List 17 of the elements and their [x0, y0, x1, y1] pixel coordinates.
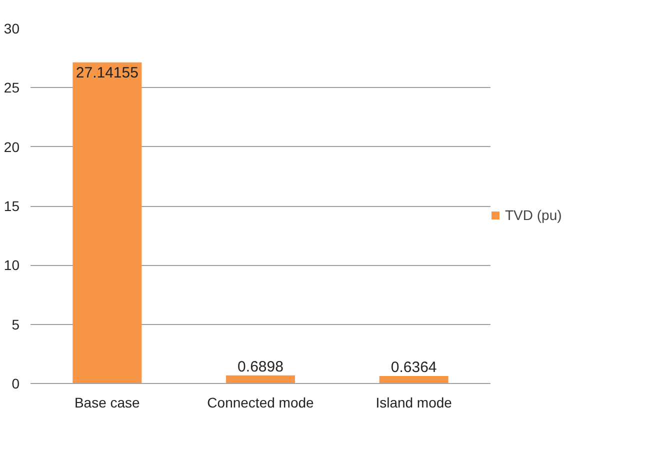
legend-label: TVD (pu) [505, 207, 562, 223]
data-label: 0.6898 [238, 358, 284, 376]
x-tick-label: Connected mode [207, 394, 314, 410]
bar [379, 376, 448, 384]
y-tick-label: 20 [4, 138, 20, 155]
y-tick-label: 15 [4, 198, 20, 214]
y-tick-label: 5 [12, 316, 20, 332]
y-tick-label: 10 [4, 257, 20, 274]
data-label: 27.14155 [76, 64, 138, 82]
x-tick-label: Base case [74, 394, 140, 410]
y-tick-label: 30 [4, 20, 20, 36]
x-tick-label: Island mode [376, 394, 452, 410]
bar [226, 375, 295, 384]
bar [72, 62, 142, 384]
data-label: 0.6364 [390, 358, 437, 376]
y-tick-label: 25 [4, 80, 20, 96]
y-tick-label: 0 [12, 376, 20, 392]
